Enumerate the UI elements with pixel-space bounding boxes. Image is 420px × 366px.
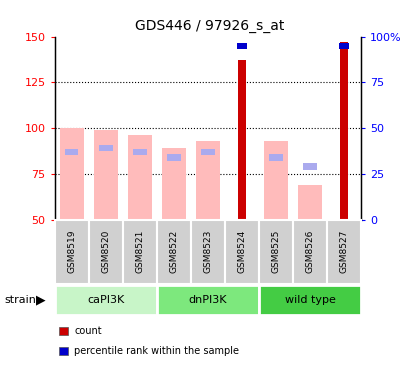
Text: wild type: wild type: [285, 295, 336, 305]
Text: count: count: [74, 326, 102, 336]
Bar: [157, 220, 191, 284]
Bar: [237, 42, 247, 49]
Text: GSM8520: GSM8520: [101, 230, 110, 273]
Bar: [128, 135, 152, 220]
Text: GSM8524: GSM8524: [237, 230, 247, 273]
Bar: [55, 220, 89, 284]
Bar: [201, 149, 215, 155]
Bar: [94, 130, 118, 220]
Text: percentile rank within the sample: percentile rank within the sample: [74, 346, 239, 356]
Text: GSM8521: GSM8521: [135, 230, 144, 273]
Bar: [259, 220, 293, 284]
Bar: [269, 154, 283, 161]
Bar: [293, 220, 327, 284]
Bar: [65, 149, 79, 155]
Bar: [327, 220, 361, 284]
Text: ▶: ▶: [36, 294, 45, 307]
Bar: [259, 285, 361, 315]
Bar: [123, 220, 157, 284]
Bar: [133, 149, 147, 155]
Text: strain: strain: [4, 295, 36, 305]
Bar: [191, 220, 225, 284]
Bar: [339, 42, 349, 49]
Bar: [89, 220, 123, 284]
Text: GSM8525: GSM8525: [272, 230, 281, 273]
Text: dnPI3K: dnPI3K: [189, 295, 227, 305]
Bar: [225, 220, 259, 284]
Bar: [157, 285, 259, 315]
Bar: [303, 163, 317, 170]
Bar: [196, 141, 220, 220]
Bar: [238, 60, 246, 220]
Bar: [162, 148, 186, 220]
Bar: [167, 154, 181, 161]
Bar: [340, 42, 349, 220]
Bar: [55, 285, 157, 315]
Text: GSM8527: GSM8527: [340, 230, 349, 273]
Text: caPI3K: caPI3K: [87, 295, 124, 305]
Text: GSM8519: GSM8519: [67, 230, 76, 273]
Bar: [60, 128, 84, 220]
Text: GSM8522: GSM8522: [169, 230, 178, 273]
Text: GSM8526: GSM8526: [306, 230, 315, 273]
Bar: [99, 145, 113, 152]
Bar: [264, 141, 288, 220]
Text: GDS446 / 97926_s_at: GDS446 / 97926_s_at: [135, 19, 285, 33]
Text: GSM8523: GSM8523: [203, 230, 213, 273]
Bar: [298, 185, 322, 220]
